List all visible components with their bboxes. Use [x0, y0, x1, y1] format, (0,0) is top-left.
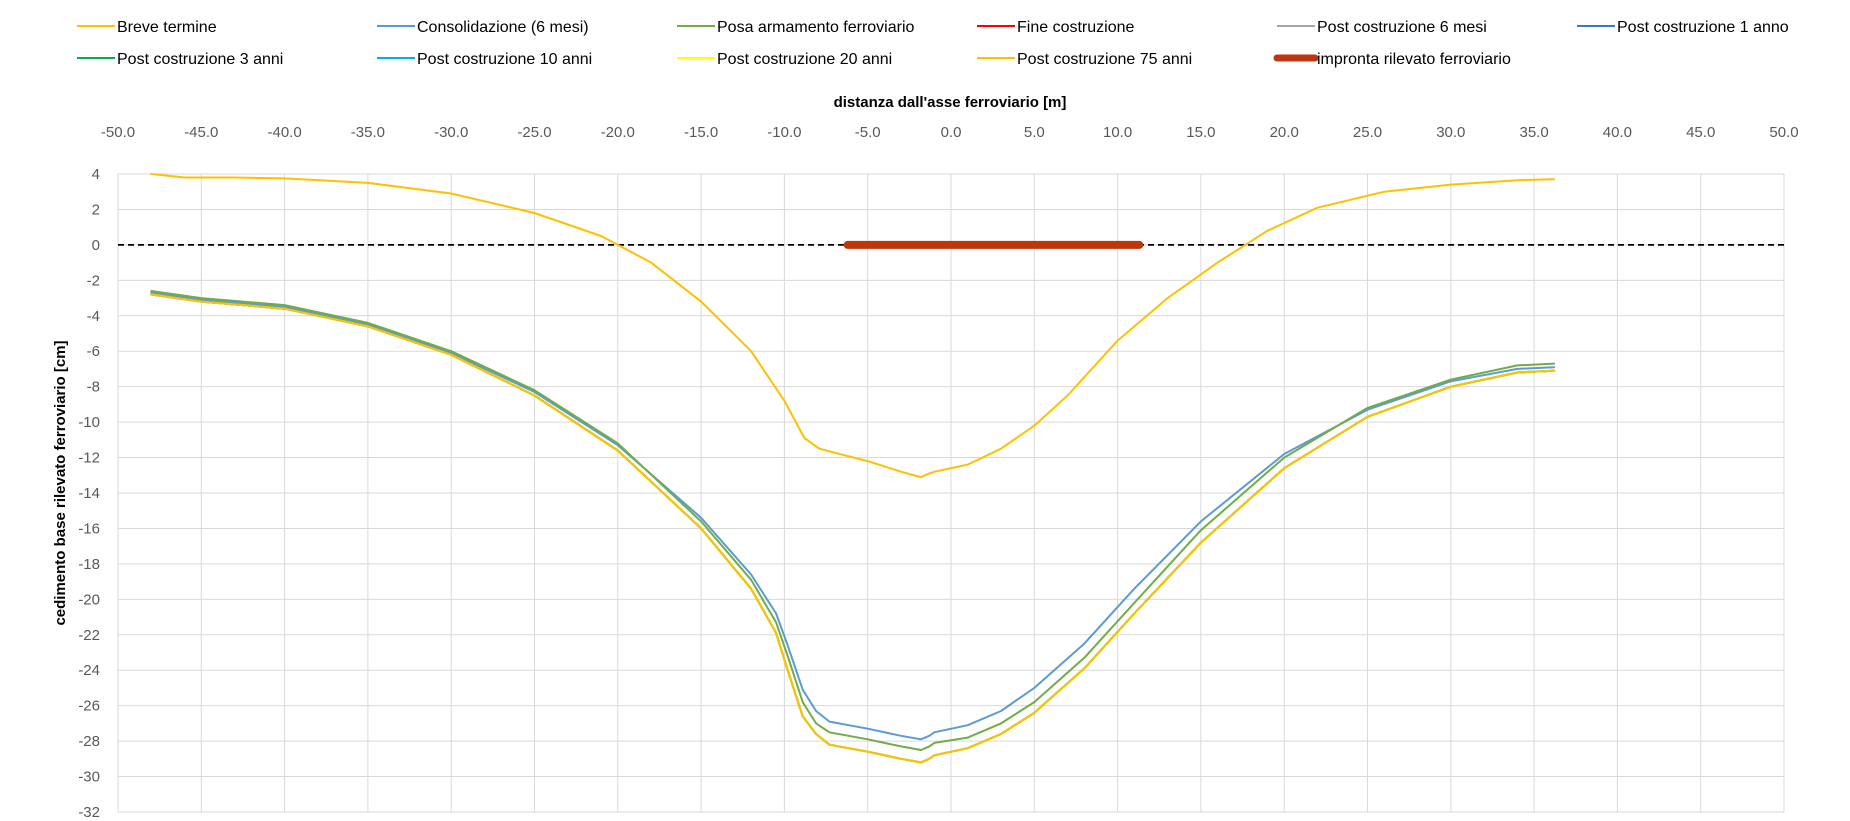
x-tick-label: 10.0: [1103, 124, 1132, 141]
x-axis-ticks: -50.0 -45.0 -40.0 -35.0 -30.0 -25.0 -20.0 -15.0…: [101, 124, 1799, 141]
y-tick-label: -30: [78, 769, 100, 786]
series-line-posa-armamento-ferroviario: [150, 290, 1556, 751]
series-line-consolidazione-6-mesi: [150, 291, 1556, 741]
x-tick-label: -45.0: [184, 124, 218, 141]
x-tick-label: -20.0: [601, 124, 635, 141]
x-tick-label: 50.0: [1769, 124, 1798, 141]
y-tick-label: -4: [87, 308, 100, 325]
plot-area: [118, 173, 1784, 764]
x-tick-label: -35.0: [351, 124, 385, 141]
y-tick-label: -24: [78, 662, 100, 679]
y-tick-label: -6: [87, 343, 100, 360]
y-tick-label: -14: [78, 485, 100, 502]
series-line-post-costruzione-75-anni: [150, 293, 1556, 764]
y-tick-label: -26: [78, 698, 100, 715]
legend-label: Post costruzione 6 mesi: [1317, 19, 1487, 36]
x-tick-label: 25.0: [1353, 124, 1382, 141]
y-tick-label: -18: [78, 556, 100, 573]
y-axis-ticks: 4 2 0 -2 -4 -6 -8 -10 -12 -14 -16 -18 -20 -22 -24 -26 -2…: [78, 166, 100, 821]
x-tick-label: -50.0: [101, 124, 135, 141]
legend-label: Post costruzione 10 anni: [417, 51, 592, 68]
legend-label: Breve termine: [117, 19, 217, 36]
y-tick-label: -10: [78, 414, 100, 431]
x-tick-label: -15.0: [684, 124, 718, 141]
y-tick-label: -2: [87, 272, 100, 289]
x-tick-label: -40.0: [267, 124, 301, 141]
y-tick-label: 0: [92, 237, 100, 254]
y-tick-label: 4: [92, 166, 100, 183]
y-tick-label: -28: [78, 733, 100, 750]
x-tick-label: 35.0: [1519, 124, 1548, 141]
legend-label: Posa armamento ferroviario: [717, 19, 915, 36]
y-tick-label: -32: [78, 804, 100, 821]
y-tick-label: -8: [87, 379, 100, 396]
legend-label: Fine costruzione: [1017, 19, 1134, 36]
x-tick-label: -25.0: [517, 124, 551, 141]
x-tick-label: -30.0: [434, 124, 468, 141]
x-tick-label: -5.0: [855, 124, 881, 141]
legend-label: impronta rilevato ferroviario: [1317, 51, 1511, 68]
y-tick-label: -12: [78, 450, 100, 467]
x-tick-label: 15.0: [1186, 124, 1215, 141]
x-tick-label: 20.0: [1270, 124, 1299, 141]
legend: Breve termine Consolidazione (6 mesi) Posa…: [77, 19, 1789, 68]
y-axis-title: cedimento base rilevato ferroviario [cm]: [52, 340, 69, 625]
y-tick-label: -22: [78, 627, 100, 644]
x-axis-title: distanza dall'asse ferroviario [m]: [834, 94, 1067, 111]
legend-label: Post costruzione 75 anni: [1017, 51, 1192, 68]
y-tick-label: 2: [92, 201, 100, 218]
legend-label: Post costruzione 20 anni: [717, 51, 892, 68]
y-tick-label: -16: [78, 520, 100, 537]
x-tick-label: 30.0: [1436, 124, 1465, 141]
series-line-breve-termine: [150, 173, 1556, 479]
legend-label: Consolidazione (6 mesi): [417, 19, 589, 36]
x-tick-label: 45.0: [1686, 124, 1715, 141]
legend-label: Post costruzione 1 anno: [1617, 19, 1789, 36]
x-tick-label: 0.0: [941, 124, 962, 141]
x-tick-label: 40.0: [1603, 124, 1632, 141]
x-tick-label: 5.0: [1024, 124, 1045, 141]
x-tick-label: -10.0: [767, 124, 801, 141]
gridlines: [117, 173, 1785, 813]
y-tick-label: -20: [78, 591, 100, 608]
legend-label: Post costruzione 3 anni: [117, 51, 283, 68]
